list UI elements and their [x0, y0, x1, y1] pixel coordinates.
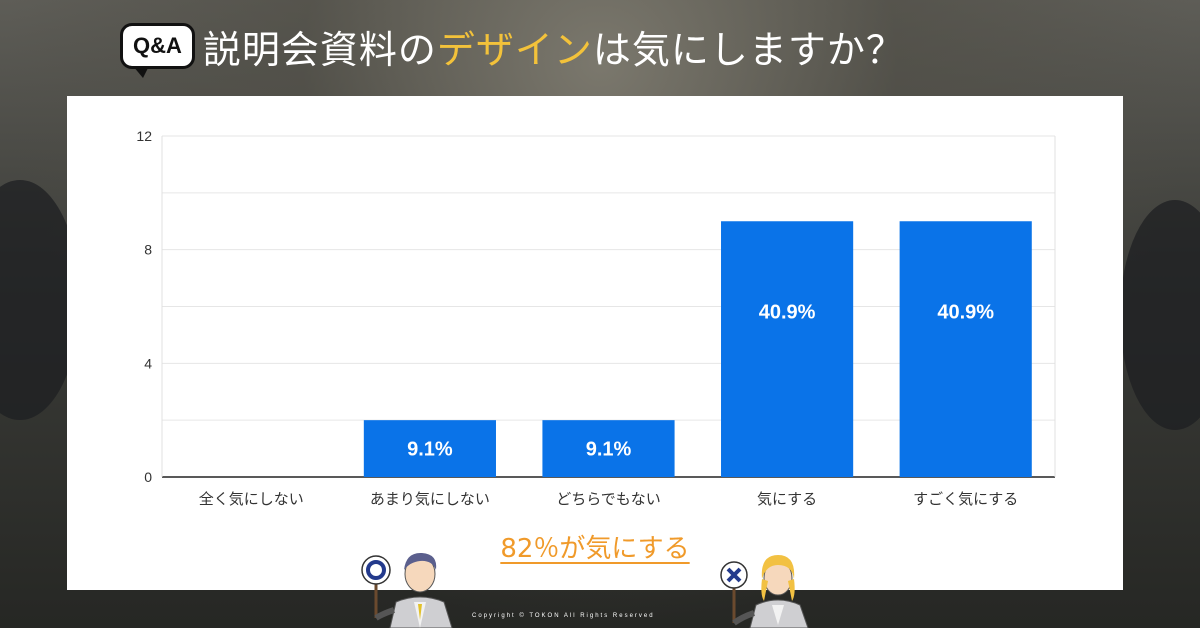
y-tick-label: 4	[144, 355, 152, 371]
summary-note: 82％が気にする	[67, 528, 1123, 565]
bar-chart: 0 4 8 12 全く気にしない 9.1% あまり気にしない 9.1% どちらでもない 40.9%…	[136, 128, 1056, 508]
x-tick-label: あまり気にしない	[370, 490, 490, 508]
bar-data-label: 9.1%	[586, 439, 632, 461]
summary-note-text: 82％が気にする	[500, 534, 690, 564]
y-tick-label: 0	[144, 469, 152, 485]
y-tick-label: 8	[144, 242, 152, 258]
bar	[363, 420, 496, 477]
bar	[542, 420, 675, 477]
x-tick-label: すごく気にする	[913, 490, 1018, 508]
bar-data-label: 9.1%	[407, 439, 453, 461]
audience-silhouette-right	[1120, 200, 1200, 430]
qa-badge: Q&A	[120, 23, 195, 78]
title-part-2: は気にしますか？	[592, 27, 905, 72]
x-tick-label: 全く気にしない	[199, 490, 304, 508]
y-tick-label: 12	[136, 128, 152, 144]
man-with-circle-sign-illustration	[361, 552, 453, 628]
copyright: Copyright © TOKON All Rights Reserved	[472, 613, 655, 619]
bar	[899, 221, 1032, 477]
chart-panel: 0 4 8 12 全く気にしない 9.1% あまり気にしない 9.1% どちらでもない 40.9%…	[67, 96, 1123, 590]
bar-data-label: 40.9%	[759, 301, 816, 323]
header: Q&A 説明会資料のデザインは気にしますか？	[120, 16, 905, 78]
woman-with-cross-sign-illustration	[720, 555, 809, 628]
title-highlight: デザイン	[436, 27, 593, 72]
x-tick-label: どちらでもない	[556, 490, 661, 508]
page-title: 説明会資料のデザインは気にしますか？	[203, 19, 905, 74]
bar-data-label: 40.9%	[937, 301, 994, 323]
title-part-1: 説明会資料の	[202, 27, 437, 72]
x-tick-label: 気にする	[757, 490, 817, 508]
bar	[721, 221, 854, 477]
